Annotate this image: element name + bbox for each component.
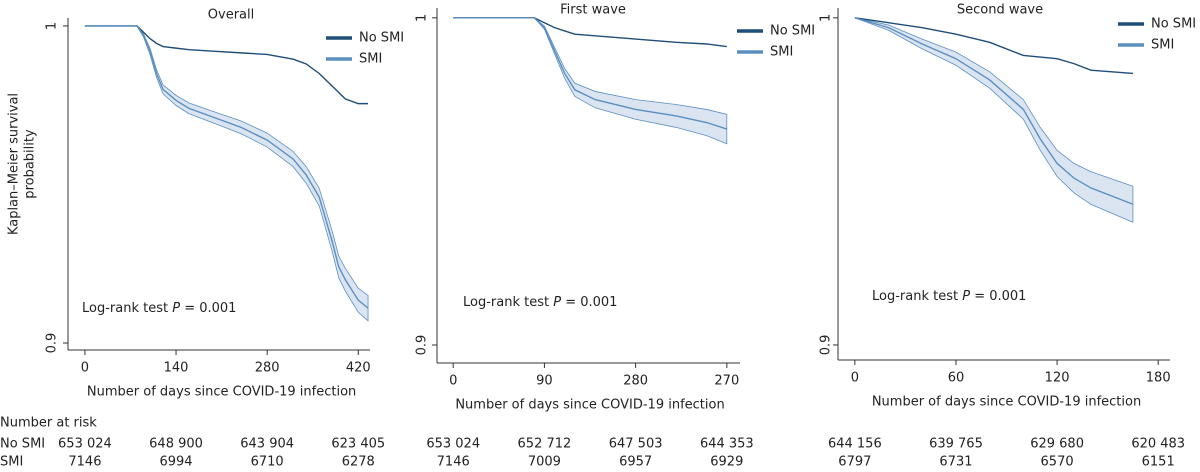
annotation-part: = 0.001	[180, 301, 236, 316]
risk-value: 6278	[342, 455, 375, 470]
risk-value: 639 765	[929, 437, 983, 452]
x-tick-label: 60	[948, 371, 965, 386]
panel-title: Second wave	[957, 3, 1043, 18]
risk-value: 7146	[68, 455, 101, 470]
risk-row-label: No SMI	[0, 437, 45, 452]
risk-value: 6957	[619, 455, 652, 470]
survival-line	[854, 17, 1133, 75]
annotation-part: P	[553, 295, 561, 310]
x-axis-label: Number of days since COVID-19 infection	[872, 395, 1141, 410]
risk-value: 7146	[437, 455, 470, 470]
x-tick-label: 140	[164, 361, 189, 376]
legend-label: No SMI	[359, 31, 404, 46]
y-tick-label: 1	[819, 14, 834, 22]
risk-value: 6570	[1041, 455, 1074, 470]
x-tick-label: 0	[81, 361, 89, 376]
annotation: Log-rank test P = 0.001	[872, 289, 1026, 304]
annotation-part: Log-rank test	[872, 289, 962, 304]
risk-value: 644 156	[828, 437, 882, 452]
legend-label: No SMI	[770, 24, 815, 39]
survival-line	[453, 17, 727, 48]
y-tick-label: 0.9	[415, 335, 430, 356]
ci-band	[84, 25, 369, 322]
panel-title: Overall	[208, 8, 254, 23]
x-tick-label: 280	[623, 374, 648, 389]
annotation-part: P	[962, 289, 970, 304]
risk-value: 7009	[528, 455, 561, 470]
x-tick-label: 280	[255, 361, 280, 376]
risk-row-label: SMI	[0, 455, 23, 470]
risk-value: 6731	[939, 455, 972, 470]
risk-value: 6994	[159, 455, 192, 470]
ci-band	[453, 17, 728, 145]
risk-value: 6151	[1142, 455, 1175, 470]
survival-line	[84, 25, 369, 309]
risk-value: 623 405	[331, 437, 385, 452]
x-tick-label: 90	[536, 374, 553, 389]
risk-value: 653 024	[426, 437, 480, 452]
legend-label: SMI	[1151, 38, 1174, 53]
survival-line	[84, 25, 369, 105]
legend-label: SMI	[770, 45, 793, 60]
risk-value: 629 680	[1030, 437, 1084, 452]
panel-title: First wave	[560, 3, 626, 18]
risk-value: 652 712	[518, 437, 572, 452]
risk-value: 620 483	[1131, 437, 1185, 452]
survival-line	[854, 17, 1134, 205]
y-axis-label: probability	[23, 129, 38, 199]
ci-band	[854, 17, 1134, 223]
x-tick-label: 180	[1146, 371, 1171, 386]
risk-title: Number at risk	[0, 416, 97, 431]
y-tick-label: 0.9	[45, 333, 60, 354]
annotation: Log-rank test P = 0.001	[463, 295, 617, 310]
risk-value: 6710	[251, 455, 284, 470]
legend-label: No SMI	[1151, 17, 1196, 32]
y-tick-label: 0.9	[819, 335, 834, 356]
risk-value: 647 503	[609, 437, 663, 452]
survival-line	[453, 17, 728, 130]
annotation-part: P	[172, 301, 180, 316]
risk-value: 644 353	[700, 437, 754, 452]
y-tick-label: 1	[45, 22, 60, 30]
y-tick-label: 1	[415, 14, 430, 22]
risk-value: 643 904	[240, 437, 294, 452]
x-tick-label: 120	[1045, 371, 1070, 386]
y-axis-label: Kaplan–Meier survival	[7, 93, 22, 235]
x-tick-label: 270	[714, 374, 739, 389]
x-axis-label: Number of days since COVID-19 infection	[455, 398, 724, 413]
annotation-part: Log-rank test	[463, 295, 553, 310]
annotation-part: = 0.001	[561, 295, 617, 310]
legend-label: SMI	[359, 52, 382, 67]
risk-value: 6929	[710, 455, 743, 470]
x-tick-label: 0	[851, 371, 859, 386]
x-axis-label: Number of days since COVID-19 infection	[87, 385, 356, 400]
x-tick-label: 0	[449, 374, 457, 389]
risk-value: 653 024	[58, 437, 112, 452]
annotation-part: Log-rank test	[82, 301, 172, 316]
risk-value: 6797	[838, 455, 871, 470]
annotation: Log-rank test P = 0.001	[82, 301, 236, 316]
annotation-part: = 0.001	[970, 289, 1026, 304]
risk-value: 648 900	[149, 437, 203, 452]
x-tick-label: 420	[346, 361, 371, 376]
